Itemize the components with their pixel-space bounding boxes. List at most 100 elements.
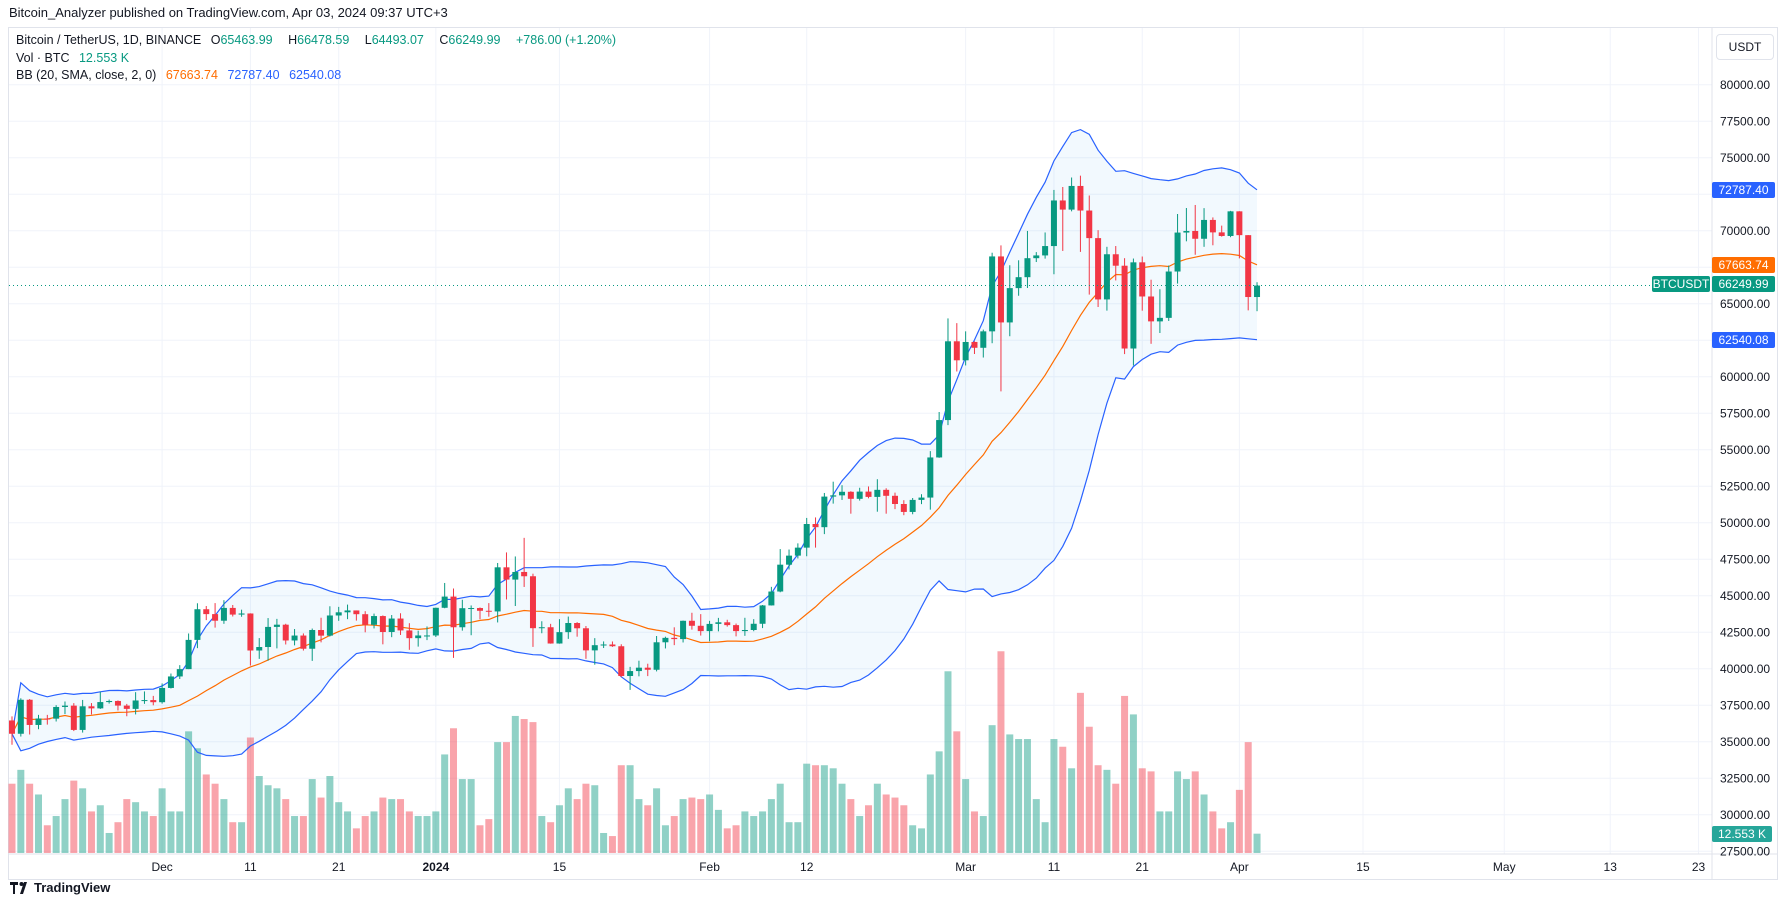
volume-bar (185, 731, 193, 853)
volume-bar (79, 788, 87, 853)
candle-body (847, 491, 854, 499)
legend-symbol[interactable]: Bitcoin / TetherUS, 1D, BINANCE (16, 33, 202, 47)
candle (229, 604, 236, 617)
candle (247, 613, 254, 666)
candle-body (1165, 271, 1172, 318)
volume-bar (812, 765, 820, 853)
volume-bar (935, 751, 943, 853)
candle-body (582, 628, 589, 651)
volume-bar (1235, 789, 1243, 853)
candle (468, 605, 475, 636)
volume-bar (1244, 742, 1252, 853)
volume-bar (1050, 739, 1058, 853)
volume-bar (573, 799, 581, 853)
volume-bar (520, 719, 528, 853)
legend-bb: BB (20, SMA, close, 2, 0) 67663.74 72787… (16, 68, 347, 82)
candle (1068, 177, 1075, 212)
x-tick-label: 23 (1692, 860, 1706, 874)
volume-bar (979, 816, 987, 853)
candle-body (273, 624, 280, 627)
candle (927, 451, 934, 510)
candle-body (1086, 210, 1093, 239)
volume-bar (564, 788, 572, 853)
y-tick-label: 32500.00 (1720, 771, 1770, 785)
x-tick-label: 21 (332, 860, 346, 874)
candle (803, 517, 810, 557)
candle-body (936, 420, 943, 458)
candle-body (777, 564, 784, 592)
candle (936, 412, 943, 458)
y-tick-label: 52500.00 (1720, 479, 1770, 493)
tradingview-logo[interactable]: TradingView (10, 880, 110, 895)
volume-bar (670, 816, 678, 853)
x-tick-label: Apr (1230, 860, 1249, 874)
volume-bar (1068, 768, 1076, 853)
y-tick-label: 50000.00 (1720, 516, 1770, 530)
volume-bar (17, 769, 25, 853)
volume-bar (732, 825, 740, 853)
candle (909, 498, 916, 515)
x-tick-label: 13 (1604, 860, 1618, 874)
candle-body (635, 667, 642, 672)
candle (733, 623, 740, 637)
candle (97, 691, 104, 709)
candle-body (768, 591, 775, 606)
candle (1130, 258, 1137, 366)
x-tick-label: 11 (244, 860, 257, 874)
x-tick-label: 15 (1356, 860, 1370, 874)
volume-bar (917, 828, 925, 853)
candle-body (671, 637, 678, 640)
volume-bar (326, 776, 334, 853)
volume-bar (1218, 828, 1226, 853)
publisher-line: Bitcoin_Analyzer published on TradingVie… (9, 5, 448, 20)
candle-body (953, 341, 960, 361)
volume-bar (803, 763, 811, 853)
bb-basis-line (11, 252, 1258, 735)
volume-bar (379, 797, 387, 853)
candle-body (874, 489, 881, 497)
x-tick-label: Mar (955, 860, 976, 874)
candle (114, 700, 121, 711)
candle (971, 341, 978, 355)
candle-body (203, 609, 210, 615)
candle (1015, 260, 1022, 296)
volume-bar (1006, 734, 1014, 853)
volume-bar (1032, 799, 1040, 853)
candle-body (344, 610, 351, 613)
candle (220, 600, 227, 624)
candle (662, 636, 669, 649)
candle (953, 323, 960, 372)
candle (839, 485, 846, 500)
bb-label[interactable]: BB (20, SMA, close, 2, 0) (16, 68, 157, 82)
candle-body (44, 718, 51, 720)
candle-body (159, 687, 166, 703)
volume-bar (494, 742, 502, 853)
y-tick-label: 80000.00 (1720, 78, 1770, 92)
candle (53, 705, 60, 722)
volume-bar (988, 725, 996, 853)
candle (944, 318, 951, 426)
volume-bar (291, 816, 299, 853)
volume-label[interactable]: Vol · BTC (16, 51, 70, 65)
volume-bar (591, 785, 599, 853)
x-tick-label: 11 (1048, 860, 1061, 874)
open-value: 65463.99 (220, 33, 273, 47)
volume-bar (1103, 769, 1111, 853)
candle-body (971, 341, 978, 348)
candle-body (644, 667, 651, 670)
volume-bar (370, 811, 378, 853)
candle (238, 609, 245, 617)
volume-bar (714, 809, 722, 853)
currency-button[interactable]: USDT (1716, 34, 1774, 60)
volume-bar (529, 722, 537, 853)
volume-bar (962, 779, 970, 853)
candle (123, 703, 130, 717)
candle-body (176, 669, 183, 677)
candle (777, 549, 784, 593)
volume-bar (856, 816, 864, 853)
candle-body (724, 622, 731, 626)
candle-body (220, 607, 227, 621)
bb-upper-value: 72787.40 (227, 68, 280, 82)
last-price-tag: 66249.99 (1712, 276, 1775, 292)
